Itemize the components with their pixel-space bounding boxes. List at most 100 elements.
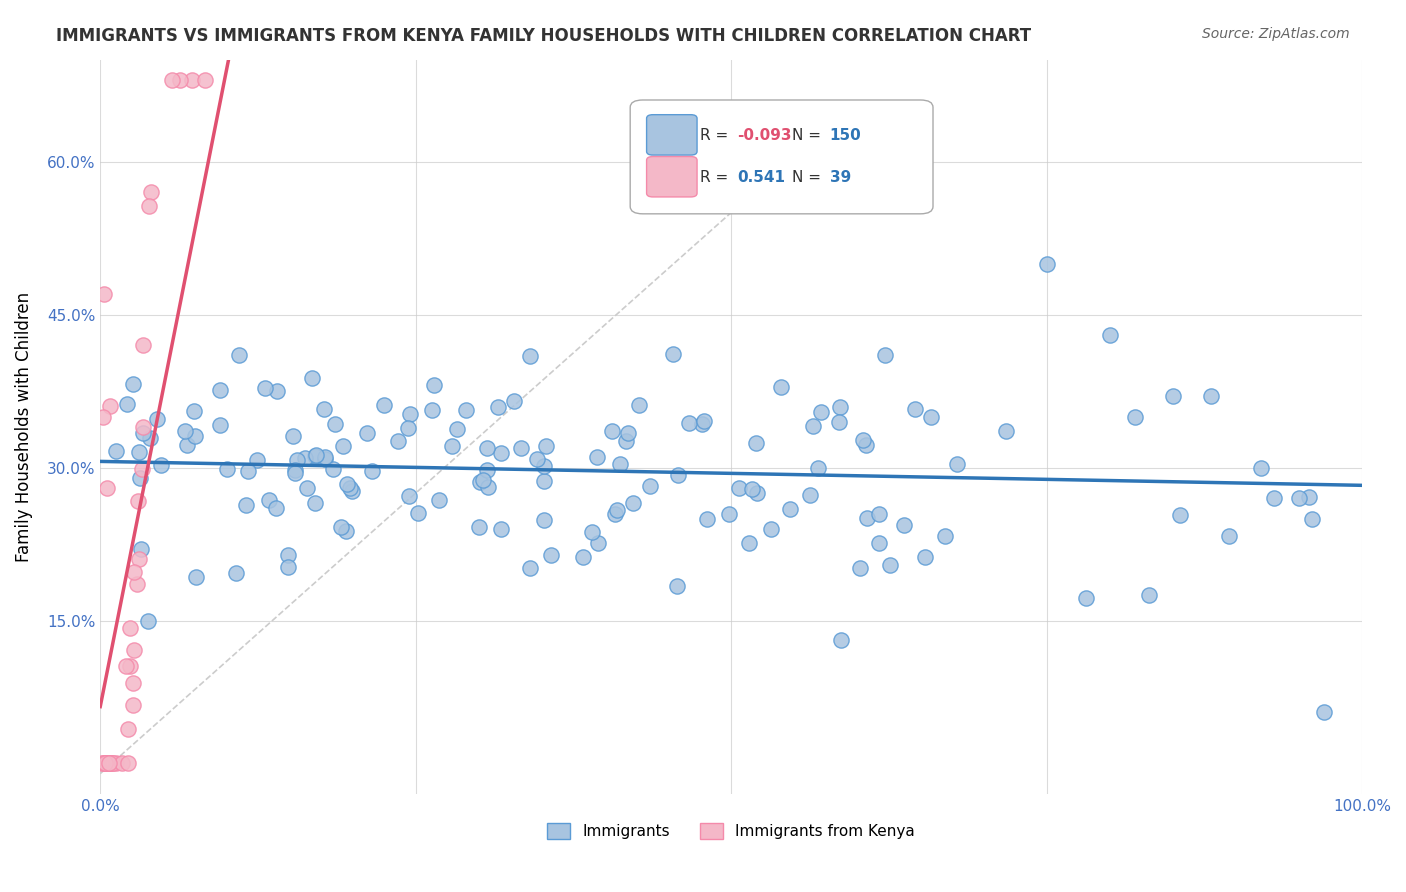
Point <box>236 464 259 478</box>
Point <box>585 450 607 464</box>
Point <box>920 410 942 425</box>
Text: N =: N = <box>792 128 825 143</box>
Point <box>807 460 830 475</box>
Point <box>128 444 150 458</box>
Point <box>235 498 257 512</box>
Point <box>373 398 395 412</box>
Point <box>572 549 595 564</box>
Point <box>914 550 936 565</box>
FancyBboxPatch shape <box>630 100 934 214</box>
Point <box>301 371 323 385</box>
Point <box>332 439 354 453</box>
Point <box>138 199 160 213</box>
Point <box>209 417 232 432</box>
Point <box>97 756 120 771</box>
Point <box>1288 491 1310 506</box>
Point <box>422 403 444 417</box>
Point <box>225 566 247 580</box>
Point <box>904 401 927 416</box>
Point <box>1218 529 1240 543</box>
Point <box>446 422 468 436</box>
Point <box>422 378 444 392</box>
Point <box>98 400 121 414</box>
Point <box>356 426 378 441</box>
Point <box>117 722 139 736</box>
Point <box>132 420 155 434</box>
Point <box>588 536 610 550</box>
Point <box>536 439 558 453</box>
Point <box>314 450 336 464</box>
Point <box>454 403 477 417</box>
Point <box>1301 511 1323 525</box>
Point <box>285 453 308 467</box>
Point <box>122 698 145 713</box>
Point <box>184 429 207 443</box>
Point <box>398 407 420 421</box>
Point <box>329 520 352 534</box>
Point <box>277 560 299 574</box>
Point <box>194 73 217 87</box>
Point <box>627 398 650 412</box>
Point <box>581 525 603 540</box>
Text: R =: R = <box>700 128 733 143</box>
Point <box>129 541 152 556</box>
Point <box>104 756 127 771</box>
Text: R =: R = <box>700 169 733 185</box>
Text: 150: 150 <box>830 128 862 143</box>
Point <box>666 579 689 593</box>
Point <box>1313 706 1336 720</box>
Text: 39: 39 <box>830 169 851 185</box>
Point <box>855 438 877 452</box>
Point <box>696 512 718 526</box>
Point <box>169 73 191 87</box>
Point <box>150 458 173 472</box>
Point <box>91 409 114 424</box>
Point <box>128 552 150 566</box>
Point <box>114 659 136 673</box>
Point <box>603 507 626 521</box>
Point <box>614 434 637 449</box>
Point <box>519 349 541 363</box>
Point <box>183 404 205 418</box>
Point <box>662 347 685 361</box>
Point <box>176 438 198 452</box>
Point <box>246 453 269 467</box>
Point <box>810 405 832 419</box>
Point <box>879 558 901 572</box>
Point <box>828 400 851 414</box>
Point <box>228 348 250 362</box>
Point <box>1123 409 1146 424</box>
Point <box>934 529 956 543</box>
Point <box>105 443 128 458</box>
Point <box>314 452 336 467</box>
Point <box>120 622 142 636</box>
Point <box>830 633 852 648</box>
Point <box>489 522 512 536</box>
Point <box>1137 588 1160 602</box>
Point <box>139 431 162 445</box>
Point <box>503 394 526 409</box>
Point <box>994 424 1017 438</box>
Point <box>621 496 644 510</box>
Point <box>387 434 409 448</box>
Point <box>115 397 138 411</box>
Text: IMMIGRANTS VS IMMIGRANTS FROM KENYA FAMILY HOUSEHOLDS WITH CHILDREN CORRELATION : IMMIGRANTS VS IMMIGRANTS FROM KENYA FAMI… <box>56 27 1032 45</box>
Point <box>441 439 464 453</box>
Point <box>799 488 821 502</box>
Point <box>519 561 541 575</box>
Point <box>427 493 450 508</box>
Point <box>132 338 155 352</box>
Point <box>117 756 139 771</box>
Point <box>254 381 277 395</box>
Point <box>264 500 287 515</box>
Point <box>828 415 851 429</box>
Point <box>868 507 890 521</box>
Point <box>741 482 763 496</box>
Point <box>471 473 494 487</box>
Point <box>129 471 152 485</box>
Point <box>323 417 346 432</box>
Point <box>98 756 121 771</box>
Point <box>486 400 509 414</box>
Point <box>526 451 548 466</box>
Point <box>396 421 419 435</box>
